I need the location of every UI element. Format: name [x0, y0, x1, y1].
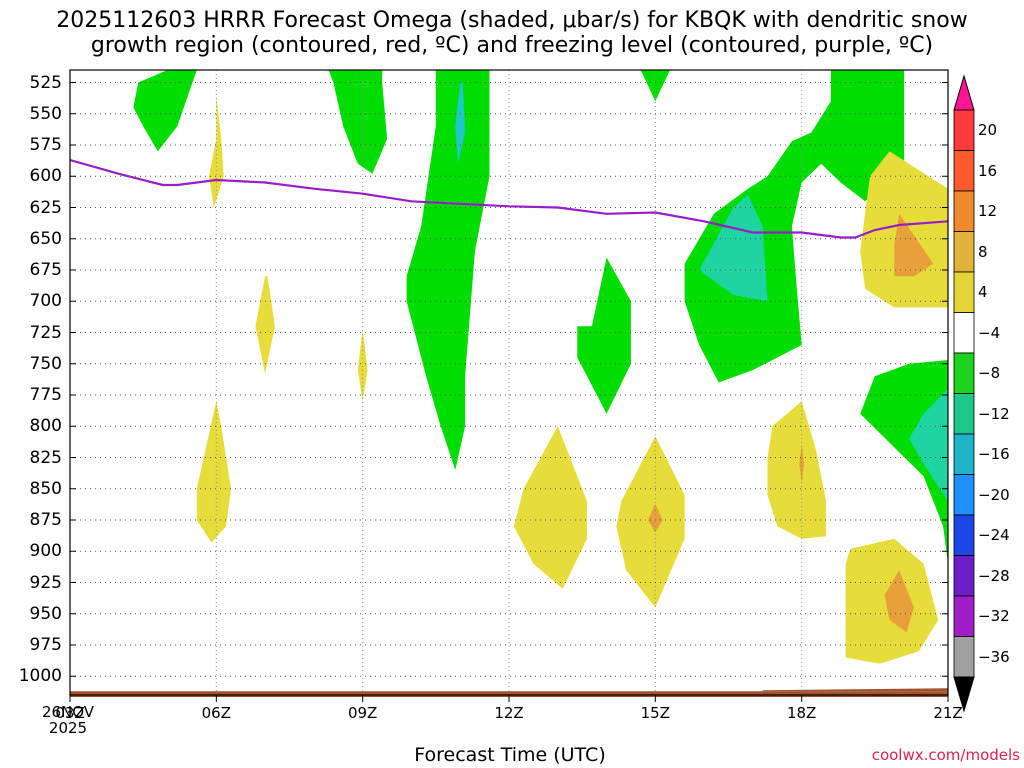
- credit-link[interactable]: coolwx.com/models: [871, 746, 1020, 764]
- colorbar-label: 12: [978, 202, 998, 221]
- y-tick-label: 750: [29, 353, 62, 374]
- x-tick-label: 18Z: [786, 704, 817, 722]
- y-tick-label: 850: [29, 478, 62, 499]
- downward-motion-region-20: [884, 570, 914, 633]
- chart-title-line-1: 2025112603 HRRR Forecast Omega (shaded, …: [56, 8, 968, 33]
- colorbar-swatch-5: [953, 312, 975, 354]
- y-tick-label: 700: [29, 291, 62, 312]
- upward-motion-region-1: [328, 70, 388, 174]
- colorbar-label: −20: [978, 485, 1010, 504]
- colorbar-swatch-4: [953, 271, 975, 313]
- y-tick-label: 575: [29, 135, 62, 155]
- y-tick-label: 1000: [18, 666, 62, 687]
- colorbar-swatch-9: [953, 474, 975, 516]
- start-date-day: 26NOV: [41, 703, 95, 721]
- y-tick-label: 875: [29, 510, 62, 530]
- x-tick-label: 09Z: [347, 704, 378, 722]
- x-tick-label: 15Z: [640, 704, 671, 722]
- y-tick-label: 950: [29, 603, 62, 624]
- x-tick-label: 21Z: [933, 704, 963, 722]
- upward-motion-region-6: [684, 70, 905, 383]
- colorbar-swatch-11: [953, 555, 975, 597]
- colorbar-swatch-6: [953, 352, 975, 394]
- colorbar-label: 20: [978, 121, 998, 140]
- colorbar-label: 8: [978, 242, 988, 261]
- start-date-label: 26NOV 2025: [38, 704, 98, 736]
- downward-motion-region-13: [196, 401, 231, 543]
- colorbar-label: 4: [978, 283, 988, 302]
- colorbar-top-arrow: [953, 74, 975, 111]
- downward-motion-region-14: [513, 426, 587, 589]
- colorbar-label: −28: [978, 566, 1010, 585]
- downward-motion-region-17: [767, 401, 827, 539]
- y-tick-label: 825: [29, 447, 62, 468]
- y-tick-label: 800: [29, 416, 62, 437]
- x-tick-label: 06Z: [201, 704, 232, 722]
- colorbar-swatch-13: [953, 636, 975, 678]
- y-tick-label: 725: [29, 322, 62, 343]
- colorbar-label: −12: [978, 404, 1010, 423]
- ground-band-rise: [762, 688, 948, 692]
- y-tick-label: 675: [29, 260, 62, 280]
- colorbar-bottom-arrow: [953, 676, 975, 713]
- upward-motion-region-2: [406, 70, 490, 470]
- ground-band: [70, 691, 948, 697]
- y-tick-label: 525: [29, 72, 62, 93]
- start-date-year: 2025: [48, 719, 88, 737]
- downward-motion-region-22: [894, 213, 934, 277]
- colorbar-label: −24: [978, 526, 1010, 545]
- colorbar-swatch-12: [953, 595, 975, 637]
- colorbar-swatch-3: [953, 231, 975, 273]
- y-tick-label: 650: [29, 228, 62, 249]
- colorbar-swatch-2: [953, 190, 975, 232]
- y-tick-label: 775: [29, 385, 62, 405]
- x-tick-label: 12Z: [494, 704, 524, 722]
- colorbar-label: −36: [978, 647, 1010, 666]
- upward-motion-region-7: [699, 195, 768, 302]
- upward-motion-region-8: [860, 360, 948, 564]
- y-tick-label: 925: [29, 572, 62, 593]
- y-tick-label: 900: [29, 541, 62, 562]
- colorbar-label: −32: [978, 607, 1010, 626]
- x-tick-label: 03Z: [55, 704, 85, 722]
- colorbar-swatch-1: [953, 150, 975, 192]
- colorbar-label: −4: [978, 323, 1001, 342]
- colorbar-swatch-0: [953, 109, 975, 151]
- upward-motion-region-9: [909, 388, 948, 502]
- colorbar-label: −16: [978, 445, 1010, 464]
- colorbar-swatch-7: [953, 393, 975, 435]
- freezing-level-line: [70, 158, 948, 239]
- downward-motion-region-18: [799, 445, 805, 483]
- colorbar-swatch-8: [953, 433, 975, 475]
- upward-motion-region-4: [640, 70, 670, 102]
- upward-motion-region-3: [455, 82, 466, 164]
- chart-title-line-2: growth region (contoured, red, ºC) and f…: [90, 33, 934, 58]
- y-tick-label: 625: [29, 197, 62, 218]
- upward-motion-region-0: [133, 70, 197, 152]
- y-tick-label: 550: [29, 103, 62, 124]
- downward-motion-region-11: [255, 276, 275, 374]
- y-tick-label: 975: [29, 635, 62, 655]
- colorbar-swatch-10: [953, 514, 975, 556]
- downward-motion-region-12: [357, 328, 368, 402]
- x-axis-title: Forecast Time (UTC): [414, 744, 606, 766]
- y-tick-label: 600: [29, 166, 62, 187]
- colorbar-label: −8: [978, 364, 1001, 383]
- upward-motion-region-5: [577, 257, 631, 414]
- colorbar-label: 16: [978, 161, 998, 180]
